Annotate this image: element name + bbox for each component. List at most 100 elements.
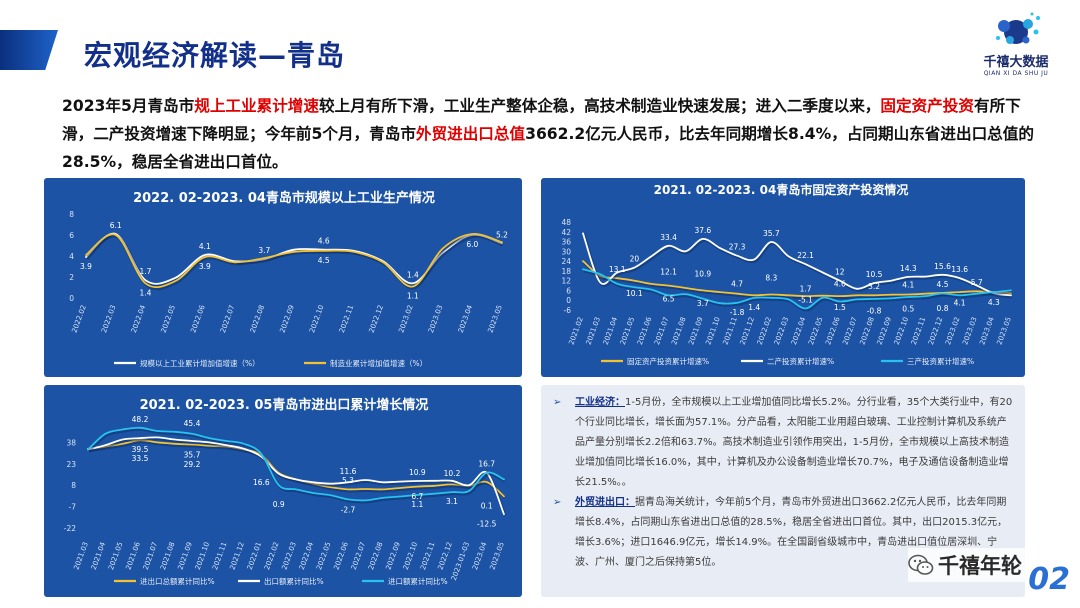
y-tick-label: 8 [69, 210, 74, 219]
legend-label: 进出口总额累计同比% [140, 576, 215, 586]
summary-highlight-industry: 规上工业累计增速 [194, 97, 319, 115]
x-tick-label: 2021.09 [176, 541, 193, 571]
x-tick-label: 2022.03 [773, 316, 790, 346]
series-line [85, 232, 503, 285]
summary-highlight-investment: 固定资产投资 [880, 97, 974, 115]
chart-industrial-production: 2022. 02-2023. 04青岛市规模以上工业生产情况 0 2 4 6 8 2022.… [44, 178, 522, 377]
y-tick-label: 6 [69, 231, 74, 240]
series-line-shadow [582, 261, 1013, 300]
chart-title: 2021. 02-2023. 05青岛市进出口累计增长情况 [140, 397, 429, 413]
y-tick-label: 23 [66, 460, 76, 469]
y-tick-label: 18 [561, 267, 571, 276]
x-tick-label: 2022.04 [130, 303, 148, 333]
summary-highlight-trade: 外贸进出口总值 [415, 125, 526, 143]
chart-fixed-asset-investment: 2021. 02-2023. 04青岛市固定资产投资情况 -6 0 6 12 18 24 30… [541, 178, 1025, 377]
x-tick-label: 2023.05 [486, 304, 503, 334]
x-tick-label: 2021.04 [90, 540, 108, 570]
x-tick-label: 2023.04 [978, 315, 996, 345]
wechat-icon [908, 554, 934, 575]
legend-label: 二产投资累计增速% [767, 356, 834, 366]
chart-title: 2022. 02-2023. 04青岛市规模以上工业生产情况 [133, 190, 435, 206]
data-label: 3.7 [258, 246, 270, 255]
x-tick-label: 2022.09 [278, 304, 295, 334]
data-label: 4.5 [318, 256, 330, 265]
x-tick-label: 2022.04 [298, 540, 316, 570]
series-line-shadow [88, 440, 507, 500]
data-label: 35.7 [184, 451, 201, 460]
watermark-text: 千禧年轮 [938, 554, 1022, 578]
x-tick-label: 2021.06 [636, 315, 654, 345]
series-line [582, 232, 1012, 297]
chart-title: 2021. 02-2023. 04青岛市固定资产投资情况 [654, 182, 909, 197]
x-tick-label: 2021.10 [194, 541, 211, 571]
data-label: 5.7 [971, 278, 983, 287]
data-label: 48.2 [132, 415, 149, 424]
logo-subtitle: QIAN XI DA SHU JU [983, 70, 1049, 77]
x-tick-label: 2022.11 [338, 304, 355, 334]
y-tick-label: -22 [64, 524, 76, 533]
data-label: 45.4 [184, 419, 201, 428]
data-label: 22.1 [797, 251, 814, 260]
data-label: 0.9 [273, 500, 285, 509]
wechat-watermark: 千禧年轮 [908, 548, 1048, 582]
x-tick-label: 2022.03 [100, 304, 117, 334]
x-tick-label: 2022.02 [263, 541, 280, 571]
summary-s1: 2023年5月青岛市 [62, 97, 195, 115]
data-label: 4.1 [902, 281, 914, 290]
x-tick-label: 2022.01 [246, 541, 263, 571]
x-tick-label: 2022.06 [332, 540, 350, 570]
data-label: -2.7 [341, 505, 356, 514]
data-label: 6.7 [411, 492, 423, 501]
y-tick-label: 6 [566, 286, 571, 295]
data-label: 6.0 [466, 240, 478, 249]
data-label: 6.5 [663, 295, 675, 304]
data-label: -1.8 [730, 308, 745, 317]
series-line-shadow [87, 427, 506, 504]
data-label: 5.3 [342, 476, 354, 485]
data-label: 3.9 [80, 262, 92, 271]
series-line-shadow [88, 437, 507, 517]
data-label: 14.3 [900, 264, 917, 273]
page-number: 02 [1028, 562, 1070, 597]
data-label: 39.5 [132, 445, 149, 454]
page-title: 宏观经济解读—青岛 [84, 39, 346, 72]
analysis-industry-heading: 工业经济： [575, 397, 625, 408]
data-label: 20 [630, 255, 640, 264]
logo-dots-icon [996, 12, 1040, 44]
x-tick-label: 2023.04 [457, 303, 475, 333]
bullet-arrow-icon: ➢ [553, 397, 562, 408]
x-tick-label: 2023.01-03 [450, 541, 471, 582]
data-label: 4.1 [954, 299, 966, 308]
x-tick-label: 2021.05 [619, 316, 636, 346]
x-tick-label: 2022.11 [419, 541, 436, 571]
legend-label: 规模以上工业累计增加值增速（%） [140, 358, 260, 368]
series-line [87, 426, 505, 502]
data-label: 3.9 [199, 262, 211, 271]
data-label: 37.6 [694, 226, 711, 235]
y-tick-label: 2 [69, 273, 74, 282]
title-stripe [0, 30, 58, 70]
data-label: 16.6 [253, 478, 270, 487]
x-tick-label: 2022.08 [249, 304, 266, 334]
x-tick-label: 2021.10 [704, 316, 721, 346]
data-label: 29.2 [184, 460, 201, 469]
legend-label: 出口额累计同比% [264, 576, 324, 586]
y-tick-label: 38 [66, 438, 76, 447]
data-label: 4.6 [318, 237, 330, 246]
data-label: 33.4 [660, 233, 677, 242]
data-label: 1.5 [834, 303, 846, 312]
x-tick-label: 2022.07 [841, 316, 858, 346]
legend-label: 三产投资累计增速% [907, 356, 974, 366]
data-label: 3.1 [446, 497, 458, 506]
data-label: 10.9 [409, 468, 426, 477]
y-tick-label: 0 [69, 294, 74, 303]
x-tick-label: 2022.07 [219, 304, 236, 334]
y-tick-label: 8 [71, 481, 76, 490]
x-tick-label: 2021.08 [670, 316, 687, 346]
x-tick-label: 2022.10 [402, 541, 419, 571]
x-tick-label: 2022.12 [368, 304, 385, 334]
x-tick-label: 2021.05 [107, 541, 124, 571]
y-tick-label: 42 [561, 228, 571, 237]
y-tick-label: 30 [561, 247, 571, 256]
data-label: 13.1 [609, 265, 626, 274]
